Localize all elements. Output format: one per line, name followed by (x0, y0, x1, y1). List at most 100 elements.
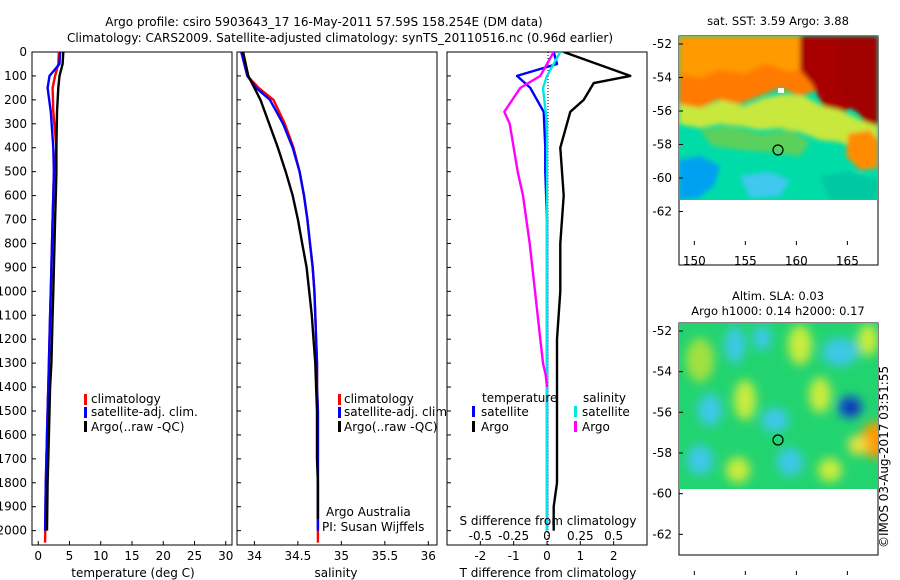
legend-label-argo: Argo(..raw -QC) (91, 420, 184, 434)
argo-position-marker (772, 434, 784, 446)
depth-tick-label: 1800 (0, 476, 27, 490)
sla-map-title-line2: Argo h1000: 0.14 h2000: 0.17 (691, 304, 864, 318)
depth-tick-label: 1500 (0, 404, 27, 418)
legend-swatch-argo (338, 421, 341, 432)
depth-tick-label: 1400 (0, 380, 27, 394)
legend-label-temp-satellite: satellite (481, 405, 529, 419)
salinity-x-label: salinity (314, 566, 357, 580)
lon-tick-label: 155 (734, 254, 757, 268)
x-tick-label: 34 (247, 549, 262, 563)
x-tick-label: 0 (543, 549, 551, 563)
sla-field (679, 323, 878, 489)
depth-tick-label: 1300 (0, 356, 27, 370)
x-tick-label: 2 (610, 549, 618, 563)
x-tick-label: 1 (577, 549, 585, 563)
legend-swatch-argo (84, 421, 87, 432)
lon-tick-label: 165 (836, 254, 859, 268)
legend-label-sal-satellite: satellite (582, 405, 630, 419)
depth-tick-label: 1200 (0, 332, 27, 346)
depth-tick-label: 1000 (0, 284, 27, 298)
lat-tick-label: -62 (652, 205, 672, 219)
temperature-panel: 0100200300400500600700800900100011001200… (0, 45, 233, 580)
sst-map-title: sat. SST: 3.59 Argo: 3.88 (707, 14, 849, 28)
x-tick-label: 36 (421, 549, 436, 563)
legend-swatch-sal-argo (574, 421, 577, 432)
sla-map-panel: Altim. SLA: 0.03 Argo h1000: 0.14 h2000:… (652, 289, 879, 575)
x-tick-label: 35 (334, 549, 349, 563)
s-tick-label: 0.25 (567, 529, 594, 543)
depth-tick-label: 900 (4, 260, 27, 274)
x-tick-label: -2 (474, 549, 486, 563)
legend-title-temperature: temperature (482, 391, 557, 405)
depth-tick-label: 300 (4, 117, 27, 131)
legend-label-climatology: climatology (344, 392, 414, 406)
lat-tick-label: -56 (652, 405, 672, 419)
legend-label-sal-argo: Argo (582, 420, 610, 434)
depth-tick-label: 500 (4, 165, 27, 179)
lat-tick-label: -62 (652, 527, 672, 541)
x-tick-label: 30 (218, 549, 233, 563)
lat-tick-label: -54 (652, 71, 672, 85)
depth-tick-label: 1100 (0, 308, 27, 322)
depth-tick-label: 400 (4, 141, 27, 155)
depth-tick-label: 1700 (0, 452, 27, 466)
credit-line2: PI: Susan Wijffels (322, 520, 424, 534)
x-tick-label: 15 (124, 549, 139, 563)
series-line-salinity-satellite (541, 52, 562, 531)
depth-tick-label: 1900 (0, 500, 27, 514)
x-tick-label: 20 (156, 549, 171, 563)
depth-tick-label: 200 (4, 93, 27, 107)
salinity-panel: 34 34.5 35 35.5 36 salinity climatology sate… (236, 51, 451, 580)
legend-swatch-temp-argo (472, 421, 475, 432)
depth-tick-label: 100 (4, 69, 27, 83)
difference-panel: -2 -1 0 1 2 -0.5 -0.25 0 0.25 0.5 temperature sal… (446, 51, 648, 580)
legend-swatch-climatology (84, 394, 87, 405)
t-difference-label: T difference from climatology (459, 566, 637, 580)
lat-tick-label: -54 (652, 365, 672, 379)
depth-tick-label: 0 (19, 45, 27, 59)
legend-swatch-satellite-adj (84, 407, 87, 418)
credit-line1: Argo Australia (326, 505, 411, 519)
legend-label-climatology: climatology (91, 392, 161, 406)
legend-swatch-sal-satellite (574, 406, 577, 417)
series-line-argo-raw-qc- (241, 52, 320, 519)
series-line-temperature-argo (552, 52, 632, 531)
figure-title-line2: Climatology: CARS2009. Satellite-adjuste… (67, 31, 613, 45)
x-tick-label: 35.5 (371, 549, 398, 563)
depth-tick-label: 700 (4, 213, 27, 227)
sst-map-panel: sat. SST: 3.59 Argo: 3.88 -52 -54 -56 -58 -6… (652, 14, 879, 268)
s-tick-label: 0 (543, 529, 551, 543)
difference-legend: temperature salinity satellite Argo sate… (472, 391, 630, 434)
s-tick-label: -0.5 (469, 529, 492, 543)
lat-tick-label: -56 (652, 104, 672, 118)
depth-tick-label: 1600 (0, 428, 27, 442)
lat-tick-label: -60 (652, 171, 672, 185)
lon-tick-label: 150 (683, 254, 706, 268)
sst-artifact (778, 88, 784, 93)
s-tick-label: 0.5 (604, 529, 623, 543)
temperature-legend: climatology satellite-adj. clim. Argo(..… (84, 392, 198, 434)
x-tick-label: 0 (34, 549, 42, 563)
x-tick-label: 34.5 (285, 549, 312, 563)
lat-tick-label: -58 (652, 138, 672, 152)
legend-swatch-satellite-adj (338, 407, 341, 418)
depth-tick-label: 2000 (0, 524, 27, 538)
sla-map-title-line1: Altim. SLA: 0.03 (732, 289, 824, 303)
x-tick-label: -1 (508, 549, 520, 563)
depth-tick-label: 800 (4, 236, 27, 250)
legend-label-satellite-adj: satellite-adj. clim. (91, 405, 198, 419)
depth-tick-label: 600 (4, 189, 27, 203)
series-line-salinity-argo (503, 52, 555, 388)
legend-swatch-climatology (338, 394, 341, 405)
series-line-argo-raw-qc- (45, 52, 65, 531)
sst-field (679, 36, 878, 200)
legend-label-argo: Argo(..raw -QC) (344, 420, 437, 434)
salinity-legend: climatology satellite-adj. clim. Argo(..… (338, 392, 451, 434)
salinity-plot-frame (236, 51, 438, 546)
s-tick-label: -0.25 (498, 529, 529, 543)
imos-watermark: ©IMOS 03-Aug-2017 03:51:55 (877, 366, 891, 548)
lat-tick-label: -58 (652, 446, 672, 460)
series-line-satellite-adj-clim- (43, 52, 62, 531)
lon-tick-label: 160 (785, 254, 808, 268)
